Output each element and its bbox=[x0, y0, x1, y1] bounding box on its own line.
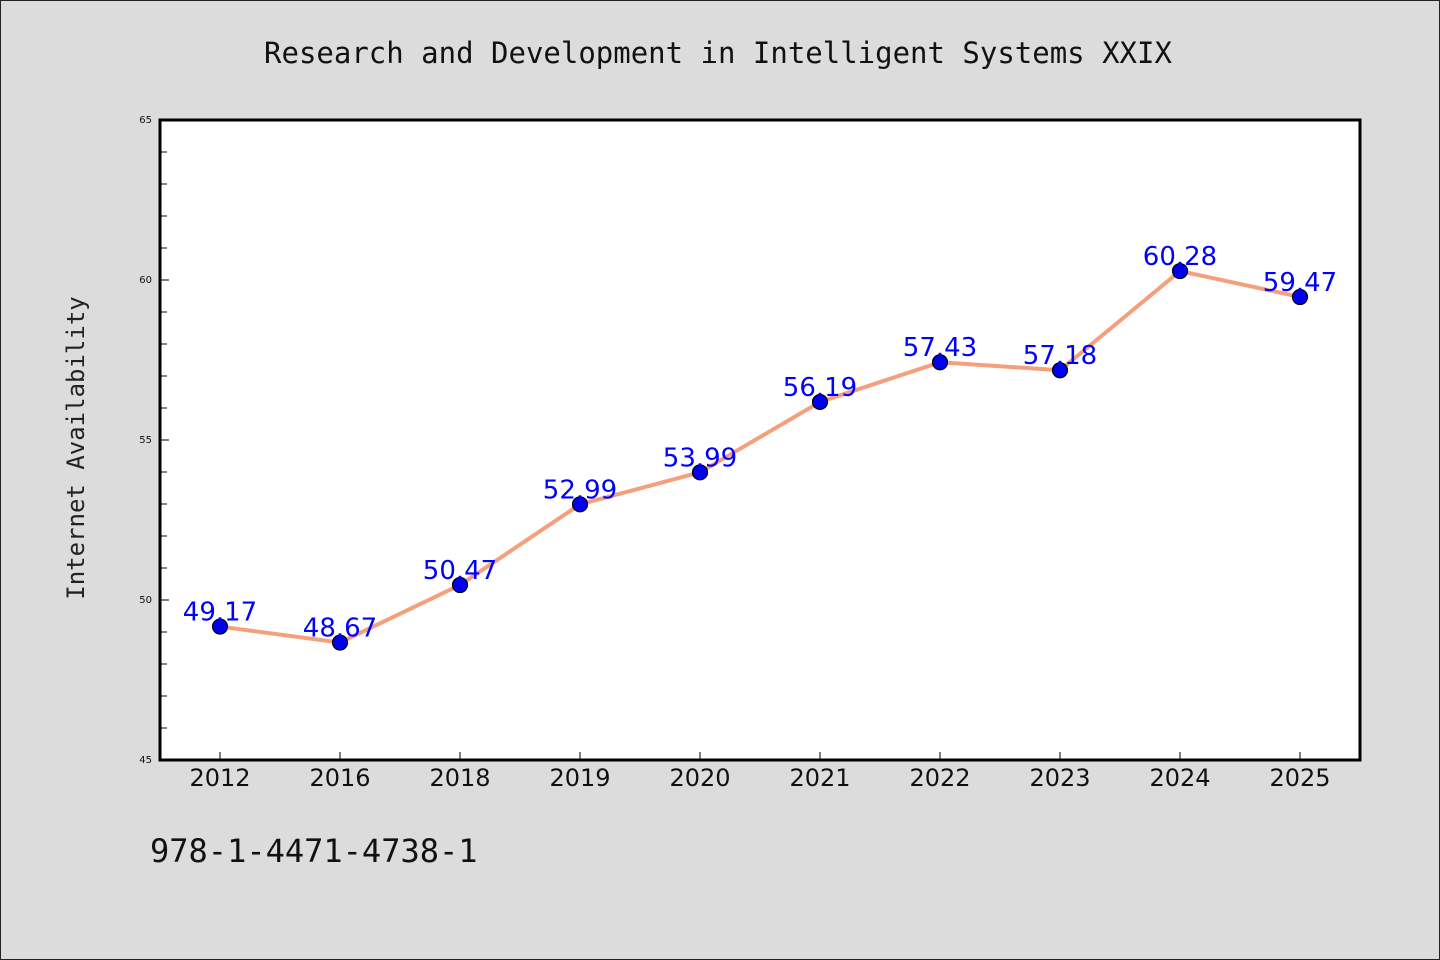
data-point bbox=[1291, 288, 1309, 306]
plot-area bbox=[158, 118, 1362, 762]
data-label: 59.47 bbox=[1263, 268, 1337, 298]
data-label: 50.47 bbox=[423, 556, 497, 586]
x-tick-label: 2020 bbox=[669, 764, 730, 792]
data-point bbox=[691, 464, 709, 481]
isbn-text: 978-1-4471-4738-1 bbox=[150, 832, 478, 870]
y-tick-label: 60 bbox=[139, 275, 152, 286]
x-tick-label: 2024 bbox=[1149, 764, 1210, 792]
y-axis-label: Internet Availability bbox=[62, 296, 90, 599]
data-point bbox=[931, 354, 949, 371]
y-tick-label: 65 bbox=[139, 115, 152, 126]
data-point bbox=[1051, 362, 1069, 379]
x-tick-label: 2019 bbox=[549, 764, 610, 792]
x-axis: 2012 2016 2018 2019 2020 2021 2022 2023 2024 2025 bbox=[189, 752, 1331, 792]
data-point bbox=[571, 496, 589, 513]
data-label: 56.19 bbox=[783, 373, 857, 403]
data-point bbox=[451, 576, 469, 594]
data-points bbox=[211, 262, 1309, 651]
y-axis: 45 50 55 60 65 bbox=[139, 115, 169, 766]
y-tick-label: 55 bbox=[139, 435, 152, 446]
data-label: 57.18 bbox=[1023, 341, 1097, 371]
x-tick-label: 2023 bbox=[1029, 764, 1090, 792]
data-label: 60.28 bbox=[1143, 242, 1217, 272]
x-tick-label: 2018 bbox=[429, 764, 490, 792]
x-tick-label: 2021 bbox=[789, 764, 850, 792]
data-labels: 49.17 48.67 50.47 52.99 53.99 56.19 57.43 57.18… bbox=[183, 242, 1337, 644]
data-point bbox=[1171, 262, 1189, 280]
data-point bbox=[211, 618, 229, 635]
y-tick-label: 50 bbox=[139, 595, 152, 606]
series-line bbox=[219, 269, 1301, 645]
data-label: 49.17 bbox=[183, 598, 257, 628]
data-label: 48.67 bbox=[303, 614, 377, 644]
data-label: 57.43 bbox=[903, 333, 977, 363]
data-point bbox=[331, 634, 349, 651]
y-tick-label: 45 bbox=[139, 755, 152, 766]
x-tick-label: 2022 bbox=[909, 764, 970, 792]
x-tick-label: 2012 bbox=[189, 764, 250, 792]
chart-title: Research and Development in Intelligent … bbox=[264, 36, 1172, 70]
data-label: 52.99 bbox=[543, 475, 617, 505]
data-label: 53.99 bbox=[663, 443, 737, 473]
x-tick-label: 2016 bbox=[309, 764, 370, 792]
data-point bbox=[811, 393, 829, 411]
x-tick-label: 2025 bbox=[1269, 764, 1330, 792]
